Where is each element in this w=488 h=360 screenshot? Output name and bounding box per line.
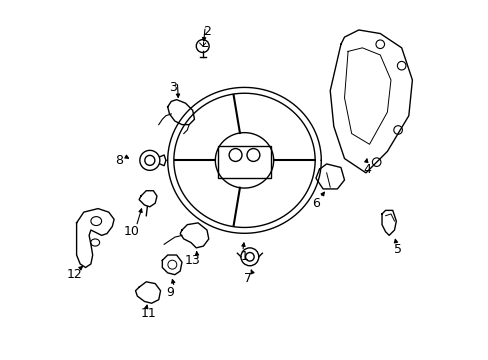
Text: 4: 4 — [363, 163, 371, 176]
Bar — [217, 146, 271, 178]
Text: 7: 7 — [244, 272, 251, 285]
Text: 8: 8 — [115, 154, 122, 167]
Text: 2: 2 — [203, 25, 210, 38]
Text: 1: 1 — [240, 250, 248, 263]
Text: 11: 11 — [140, 307, 156, 320]
Text: 3: 3 — [169, 81, 177, 94]
Text: 10: 10 — [124, 225, 140, 238]
Text: 12: 12 — [67, 268, 82, 281]
Text: 13: 13 — [184, 254, 200, 267]
Text: 5: 5 — [393, 243, 401, 256]
Text: 9: 9 — [166, 286, 174, 299]
Text: 6: 6 — [311, 197, 319, 210]
